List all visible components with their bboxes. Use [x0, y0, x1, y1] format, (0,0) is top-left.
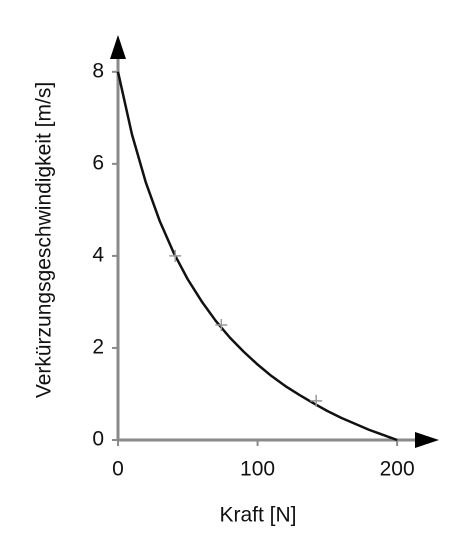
y-tick-label: 6 [92, 151, 104, 174]
y-tick-label: 8 [92, 59, 104, 82]
y-tick-label: 4 [92, 243, 104, 266]
point-marker [310, 394, 323, 407]
x-tick-label: 0 [112, 458, 124, 481]
x-axis-label: Kraft [N] [219, 504, 296, 527]
y-tick-label: 2 [92, 336, 104, 359]
y-tick-label: 0 [92, 428, 104, 451]
point-marker [169, 249, 182, 262]
y-axis-arrow [110, 35, 126, 59]
x-tick-label: 100 [240, 458, 275, 481]
y-axis-label: Verkürzungsgeschwindigkeit [m/s] [33, 82, 56, 398]
point-marker [215, 318, 228, 331]
x-tick-label: 200 [380, 458, 415, 481]
x-axis-arrow [415, 432, 439, 448]
line [116, 71, 398, 442]
